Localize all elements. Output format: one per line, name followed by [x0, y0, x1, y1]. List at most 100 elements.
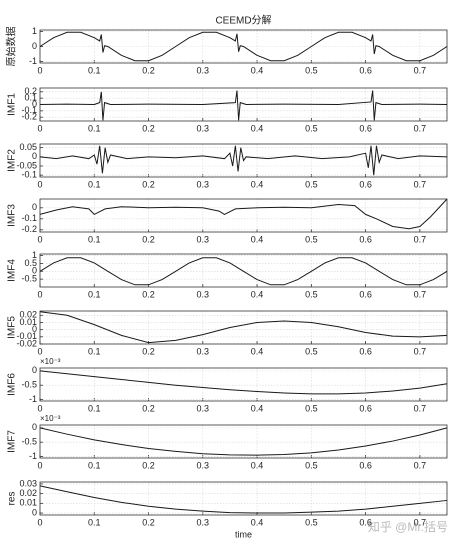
x-tick-label: 0.2 [142, 517, 155, 527]
signal-line [39, 90, 448, 121]
x-tick-label: 0.2 [142, 123, 155, 133]
x-tick-label: 0.1 [88, 346, 101, 356]
y-tick-label: 0 [32, 507, 37, 517]
axes-frame [39, 198, 448, 233]
x-axis-label: time [235, 529, 252, 539]
x-tick-label: 0.5 [305, 346, 318, 356]
x-tick-label: 0.2 [142, 460, 155, 470]
y-tick-label: -1 [29, 56, 37, 66]
x-tick-label: 0.3 [197, 403, 210, 413]
y-axis-label: res [7, 492, 18, 506]
y-tick-label: 1 [32, 26, 37, 36]
x-tick-label: 0.6 [359, 403, 372, 413]
x-tick-label: 0.1 [88, 517, 101, 527]
axes-frame [39, 367, 448, 402]
y-axis-label: IMF2 [7, 149, 18, 172]
y-axis-label: IMF4 [7, 259, 18, 282]
axes-frame [39, 143, 448, 178]
y-tick-label: 0 [32, 202, 37, 212]
y-tick-label: 0.01 [19, 498, 37, 508]
x-tick-label: 0.5 [305, 460, 318, 470]
x-tick-label: 0.7 [414, 517, 427, 527]
x-tick-label: 0.1 [88, 123, 101, 133]
x-tick-label: 0.4 [251, 517, 264, 527]
y-axis-label: IMF3 [7, 204, 18, 227]
y-tick-label: -1 [29, 394, 37, 404]
x-tick-label: 0.2 [142, 403, 155, 413]
x-tick-label: 0.7 [414, 403, 427, 413]
x-tick-label: 0 [37, 517, 42, 527]
y-exponent: ×10⁻³ [40, 357, 61, 366]
x-tick-label: 0.4 [251, 289, 264, 299]
y-tick-label: 0.2 [24, 86, 37, 96]
x-tick-label: 0 [37, 65, 42, 75]
x-tick-label: 0 [37, 403, 42, 413]
signal-line [39, 145, 448, 176]
y-tick-label: 0.05 [19, 142, 37, 152]
x-tick-label: 0.6 [359, 460, 372, 470]
y-tick-label: -0.2 [21, 112, 37, 122]
x-tick-label: 0.3 [197, 289, 210, 299]
x-tick-label: 0.6 [359, 517, 372, 527]
axes-frame [39, 310, 448, 345]
x-tick-label: 0.2 [142, 179, 155, 189]
x-tick-label: 0.4 [251, 460, 264, 470]
x-tick-label: 0.5 [305, 289, 318, 299]
x-tick-label: 0 [37, 460, 42, 470]
y-tick-label: -0.1 [21, 170, 37, 180]
x-tick-label: 0.3 [197, 65, 210, 75]
y-tick-label: 0 [32, 99, 37, 109]
x-tick-label: 0.6 [359, 234, 372, 244]
signal-line [39, 257, 448, 286]
y-exponent: ×10⁻³ [40, 414, 61, 423]
signal-line [39, 427, 448, 456]
y-tick-label: -0.2 [21, 224, 37, 234]
x-tick-label: 0.7 [414, 460, 427, 470]
x-tick-label: 0.5 [305, 234, 318, 244]
y-tick-label: 0.1 [24, 93, 37, 103]
x-tick-label: 0.3 [197, 460, 210, 470]
x-tick-label: 0.6 [359, 65, 372, 75]
x-tick-label: 0.5 [305, 65, 318, 75]
signal-line [39, 370, 448, 395]
y-tick-label: 0 [32, 422, 37, 432]
x-tick-label: 0.4 [251, 234, 264, 244]
x-tick-label: 0.1 [88, 460, 101, 470]
y-tick-label: 0 [32, 365, 37, 375]
y-tick-label: -0.1 [21, 213, 37, 223]
axes-frame [39, 481, 448, 516]
x-tick-label: 0 [37, 346, 42, 356]
x-tick-label: 0.1 [88, 234, 101, 244]
x-tick-label: 0.6 [359, 289, 372, 299]
x-tick-label: 0.7 [414, 65, 427, 75]
x-tick-label: 0.1 [88, 65, 101, 75]
x-tick-label: 0.4 [251, 65, 264, 75]
axes-frame [39, 253, 448, 288]
x-tick-label: 0.2 [142, 65, 155, 75]
x-tick-label: 0 [37, 179, 42, 189]
x-tick-label: 0.3 [197, 234, 210, 244]
y-axis-label: IMF7 [7, 430, 18, 453]
y-tick-label: 0.01 [19, 317, 37, 327]
y-tick-label: 0.02 [19, 310, 37, 320]
y-tick-label: -0.5 [21, 274, 37, 284]
x-tick-label: 0.6 [359, 123, 372, 133]
y-tick-label: -0.5 [21, 380, 37, 390]
y-tick-label: 0 [32, 151, 37, 161]
watermark: 知乎 @Mr.括号 [368, 519, 448, 534]
x-tick-label: 0.4 [251, 179, 264, 189]
y-tick-label: 1 [32, 250, 37, 260]
x-tick-label: 0.2 [142, 289, 155, 299]
x-tick-label: 0.6 [359, 346, 372, 356]
y-axis-label: 原始数据 [5, 27, 18, 67]
x-tick-label: 0.5 [305, 517, 318, 527]
y-axis-label: IMF5 [7, 316, 18, 339]
signal-line [39, 311, 448, 344]
x-tick-label: 0.7 [414, 123, 427, 133]
y-tick-label: 0.5 [24, 258, 37, 268]
x-tick-label: 0.3 [197, 179, 210, 189]
x-tick-label: 0.6 [359, 179, 372, 189]
y-tick-label: -0.1 [21, 105, 37, 115]
y-tick-label: 0 [32, 266, 37, 276]
